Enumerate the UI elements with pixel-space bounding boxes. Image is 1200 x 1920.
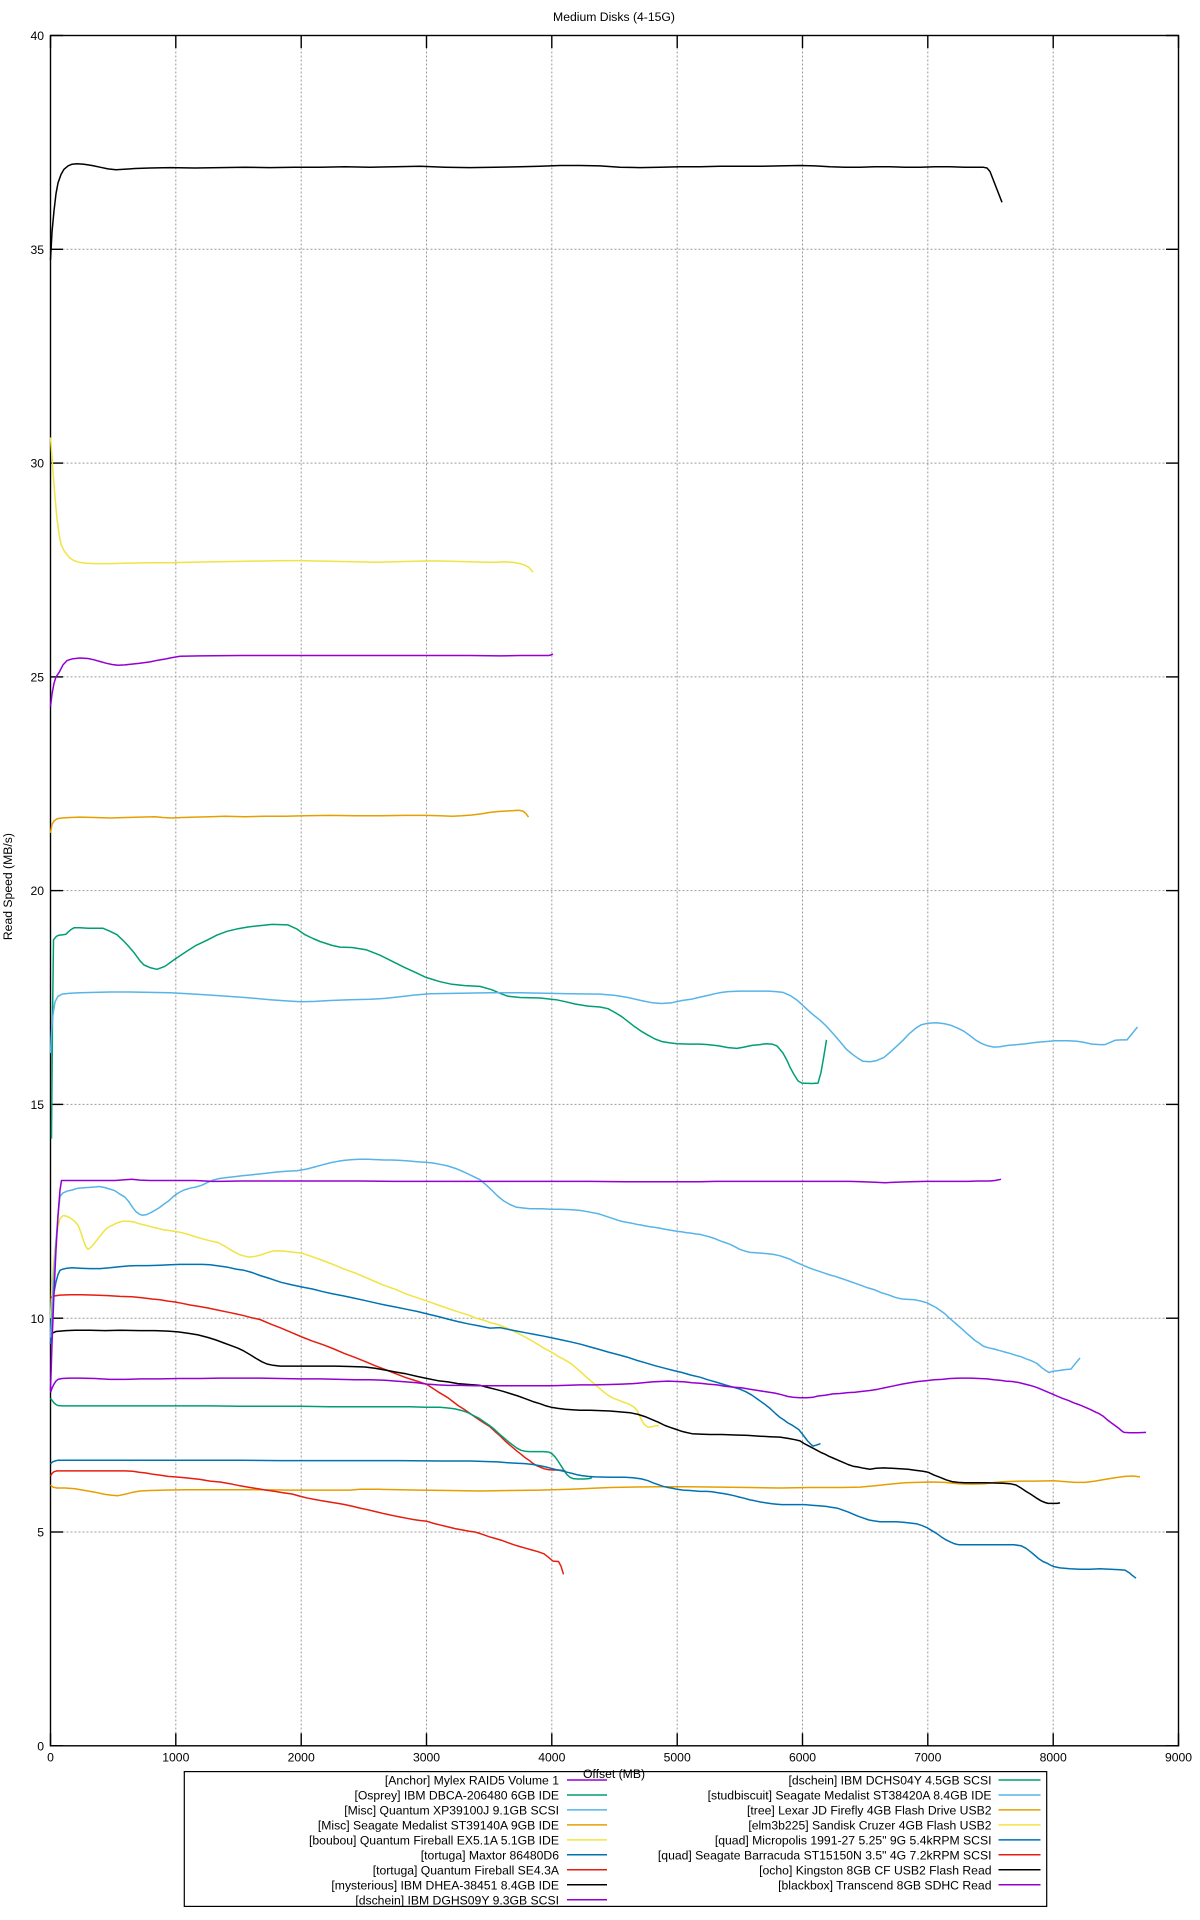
svg-text:[Misc] Seagate Medalist ST3914: [Misc] Seagate Medalist ST39140A 9GB IDE [318, 1819, 559, 1833]
svg-text:5000: 5000 [664, 1751, 691, 1765]
svg-text:Offset (MB): Offset (MB) [583, 1767, 645, 1781]
svg-text:10: 10 [30, 1312, 44, 1326]
svg-text:6000: 6000 [789, 1751, 816, 1765]
svg-text:[tortuga] Quantum Fireball SE4: [tortuga] Quantum Fireball SE4.3A [373, 1863, 560, 1877]
svg-text:[dschein] IBM DGHS09Y 9.3GB SC: [dschein] IBM DGHS09Y 9.3GB SCSI [355, 1893, 559, 1907]
svg-text:[studbiscuit] Seagate Medalist: [studbiscuit] Seagate Medalist ST38420A … [708, 1789, 992, 1803]
svg-text:30: 30 [30, 457, 44, 471]
svg-text:[blackbox] Transcend 8GB SDHC: [blackbox] Transcend 8GB SDHC Read [778, 1878, 991, 1892]
svg-text:2000: 2000 [288, 1751, 315, 1765]
svg-text:[mysterious] IBM DHEA-38451 8.: [mysterious] IBM DHEA-38451 8.4GB IDE [331, 1878, 559, 1892]
svg-text:0: 0 [37, 1739, 44, 1753]
svg-text:[Osprey] IBM DBCA-206480 6GB I: [Osprey] IBM DBCA-206480 6GB IDE [354, 1789, 559, 1803]
svg-text:40: 40 [30, 29, 44, 43]
svg-text:15: 15 [30, 1098, 44, 1112]
svg-text:[tree] Lexar JD Firefly 4GB Fl: [tree] Lexar JD Firefly 4GB Flash Drive … [747, 1804, 992, 1818]
svg-text:Read Speed (MB/s): Read Speed (MB/s) [1, 833, 15, 940]
svg-text:[elm3b225] Sandisk Cruzer 4GB: [elm3b225] Sandisk Cruzer 4GB Flash USB2 [748, 1819, 991, 1833]
svg-text:[boubou] Quantum Fireball EX5.: [boubou] Quantum Fireball EX5.1A 5.1GB I… [309, 1834, 559, 1848]
svg-text:[tortuga] Maxtor 86480D6: [tortuga] Maxtor 86480D6 [421, 1848, 559, 1862]
svg-text:0: 0 [47, 1751, 54, 1765]
svg-text:3000: 3000 [413, 1751, 440, 1765]
svg-text:25: 25 [30, 671, 44, 685]
svg-text:35: 35 [30, 243, 44, 257]
svg-text:5: 5 [37, 1526, 44, 1540]
svg-text:[quad] Micropolis 1991-27 5.25: [quad] Micropolis 1991-27 5.25" 9G 5.4kR… [715, 1834, 992, 1848]
svg-text:[dschein] IBM DCHS04Y 4.5GB SC: [dschein] IBM DCHS04Y 4.5GB SCSI [789, 1774, 992, 1788]
svg-text:7000: 7000 [914, 1751, 941, 1765]
svg-text:[quad] Seagate Barracuda ST151: [quad] Seagate Barracuda ST15150N 3.5" 4… [658, 1848, 992, 1862]
svg-text:1000: 1000 [162, 1751, 189, 1765]
svg-text:[ocho] Kingston 8GB CF USB2 Fl: [ocho] Kingston 8GB CF USB2 Flash Read [759, 1863, 991, 1877]
svg-text:20: 20 [30, 884, 44, 898]
svg-text:8000: 8000 [1040, 1751, 1067, 1765]
svg-text:9000: 9000 [1165, 1751, 1192, 1765]
svg-text:Medium Disks (4-15G): Medium Disks (4-15G) [553, 10, 675, 24]
svg-text:4000: 4000 [538, 1751, 565, 1765]
svg-text:[Anchor] Mylex RAID5 Volume 1: [Anchor] Mylex RAID5 Volume 1 [385, 1774, 559, 1788]
svg-text:[Misc] Quantum XP39100J 9.1GB: [Misc] Quantum XP39100J 9.1GB SCSI [344, 1804, 559, 1818]
